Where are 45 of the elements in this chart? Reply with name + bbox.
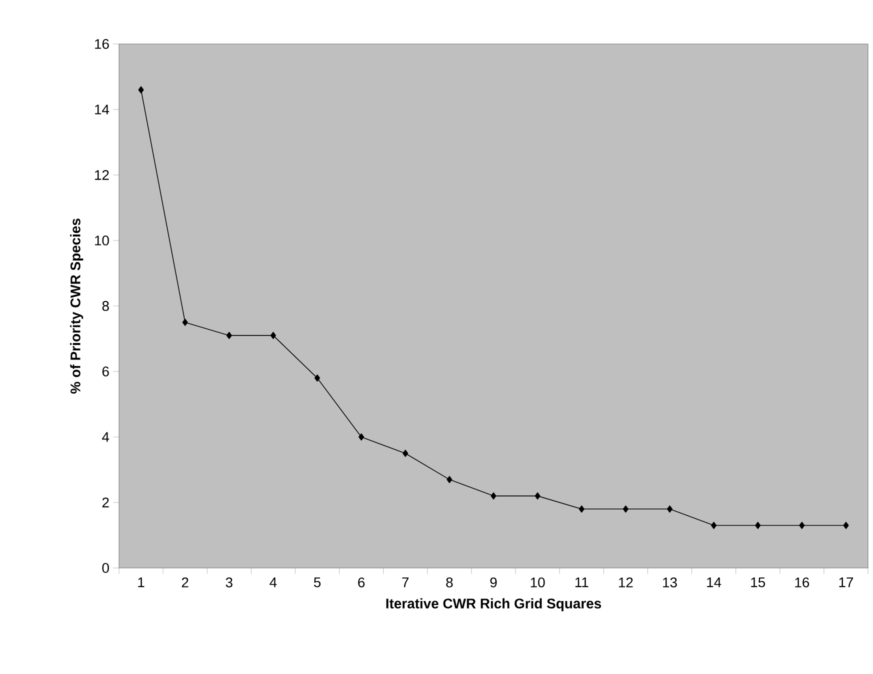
point — [358, 433, 364, 441]
y-tick-label: 0 — [102, 563, 109, 573]
point — [402, 450, 408, 457]
y-tick-label: 2 — [102, 498, 109, 508]
x-tick-label: 11 — [575, 578, 588, 588]
x-tick-label: 7 — [402, 578, 409, 588]
x-tick-label: 15 — [751, 578, 766, 588]
x-axis-title: Iterative CWR Rich Grid Squares — [386, 598, 602, 612]
point — [799, 522, 805, 529]
x-tick-label: 16 — [795, 577, 810, 588]
point — [446, 476, 452, 484]
x-tick-label: 8 — [446, 577, 453, 588]
point — [666, 505, 673, 513]
y-tick-label: 12 — [95, 170, 109, 180]
x-tick-label: 5 — [314, 578, 321, 588]
x-tick-label: 13 — [663, 577, 677, 588]
x-tick-label: 6 — [358, 577, 365, 588]
point — [138, 86, 144, 94]
point — [490, 492, 496, 500]
point — [270, 332, 276, 340]
point — [843, 522, 849, 529]
point — [622, 505, 628, 513]
y-tick-label: 6 — [102, 366, 109, 376]
x-tick-label: 3 — [226, 577, 232, 588]
x-tick-label: 1 — [138, 578, 144, 588]
y-tick-label: 16 — [95, 39, 109, 49]
point — [711, 522, 717, 529]
x-tick-label: 10 — [530, 577, 545, 588]
y-tick-label: 10 — [95, 236, 109, 246]
point — [578, 505, 584, 513]
x-tick-label: 14 — [707, 578, 722, 588]
point — [314, 374, 320, 382]
x-tick-label: 9 — [490, 577, 497, 588]
point — [755, 522, 761, 529]
point — [534, 492, 540, 500]
x-tick-label: 4 — [270, 578, 277, 588]
point — [182, 318, 188, 326]
point — [226, 332, 232, 340]
y-axis-title: % of Priority CWR Species — [70, 218, 84, 394]
x-tick-label: 17 — [839, 578, 854, 588]
y-tick-label: 4 — [102, 432, 110, 442]
y-tick-label: 8 — [102, 301, 109, 311]
x-tick-label: 12 — [618, 577, 633, 588]
x-tick-label: 2 — [182, 577, 188, 588]
y-tick-label: 14 — [95, 104, 110, 114]
